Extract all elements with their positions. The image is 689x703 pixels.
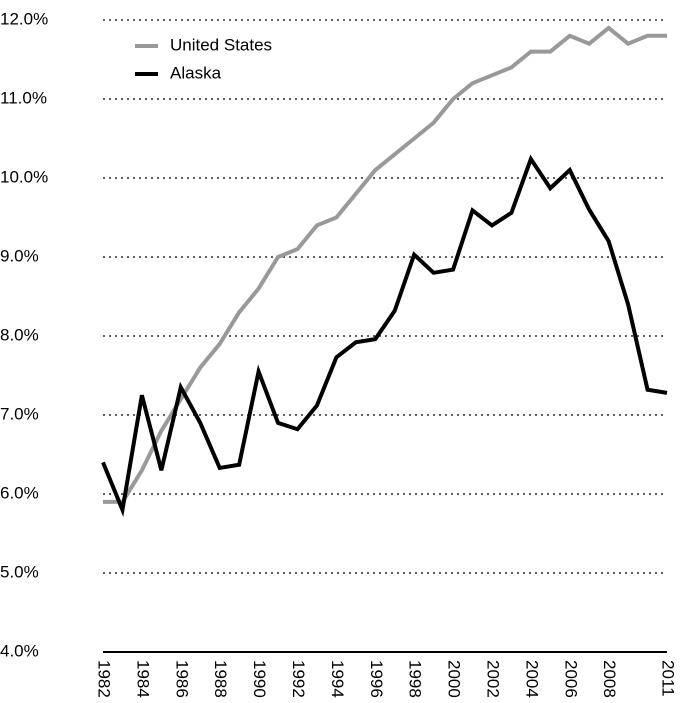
x-tick-label: 1986 — [172, 660, 191, 698]
x-tick-label: 1996 — [367, 660, 386, 698]
legend-label: United States — [170, 35, 272, 54]
x-tick-label: 2000 — [445, 660, 464, 698]
legend-label: Alaska — [170, 63, 222, 82]
x-tick-label: 1994 — [328, 660, 347, 698]
x-tick-label: 1982 — [95, 660, 114, 698]
y-tick-label: 5.0% — [0, 562, 39, 581]
x-tick-label: 1998 — [406, 660, 425, 698]
y-tick-label: 6.0% — [0, 483, 39, 502]
x-tick-label: 1988 — [211, 660, 230, 698]
x-tick-label: 2004 — [522, 660, 541, 698]
y-tick-label: 9.0% — [0, 246, 39, 265]
y-tick-label: 4.0% — [0, 641, 39, 660]
x-tick-label: 2002 — [483, 660, 502, 698]
x-tick-label: 1990 — [250, 660, 269, 698]
y-tick-label: 12.0% — [0, 9, 48, 28]
x-tick-label: 1984 — [133, 660, 152, 698]
series-line — [103, 25, 667, 504]
series-line — [101, 154, 668, 518]
x-tick-label: 2006 — [561, 660, 580, 698]
x-tick-label: 1992 — [289, 660, 308, 698]
y-tick-label: 11.0% — [0, 88, 47, 107]
y-tick-label: 8.0% — [0, 325, 39, 344]
x-tick-label: 2011 — [659, 660, 678, 697]
x-tick-label: 2008 — [600, 660, 619, 698]
y-tick-label: 10.0% — [0, 167, 48, 186]
y-tick-label: 7.0% — [0, 404, 39, 423]
